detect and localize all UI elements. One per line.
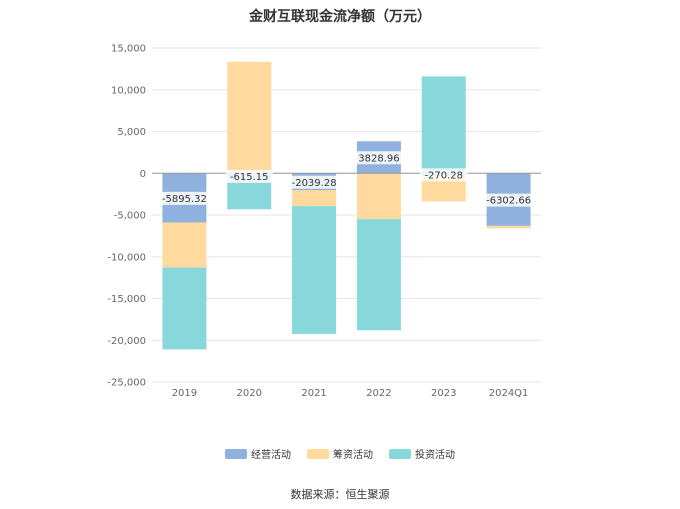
legend-item[interactable]: 筹资活动 xyxy=(307,446,373,461)
y-tick-label: -15,000 xyxy=(107,294,146,305)
chart-legend: 经营活动 筹资活动 投资活动 xyxy=(0,446,680,461)
legend-label: 经营活动 xyxy=(251,450,291,461)
y-tick-label: -10,000 xyxy=(107,252,146,263)
bar-segment xyxy=(227,178,272,210)
data-label-bg xyxy=(157,191,212,205)
legend-swatch xyxy=(225,448,247,459)
x-tick-label: 2022 xyxy=(366,388,391,399)
legend-item[interactable]: 经营活动 xyxy=(225,446,291,461)
legend-label: 筹资活动 xyxy=(333,450,373,461)
bar-segment xyxy=(356,219,401,331)
data-label-bg xyxy=(225,169,273,183)
y-tick-label: -20,000 xyxy=(107,336,146,347)
data-label-bg xyxy=(420,168,468,182)
data-label: 3828.96 xyxy=(358,153,399,164)
chart-title: 金财互联现金流净额（万元） xyxy=(249,9,431,25)
bar-segment xyxy=(292,190,337,207)
data-label-bg xyxy=(287,175,341,189)
y-tick-label: -5,000 xyxy=(114,211,146,222)
data-label: -6302.66 xyxy=(486,196,531,207)
x-tick-label: 2024Q1 xyxy=(489,388,529,399)
data-label-bg xyxy=(355,151,403,165)
y-tick-label: 0 xyxy=(140,169,146,180)
x-tick-label: 2019 xyxy=(172,388,197,399)
bar-segment xyxy=(227,61,272,174)
bar-segment xyxy=(356,173,401,220)
data-label-bg xyxy=(481,193,536,207)
x-tick-label: 2020 xyxy=(237,388,262,399)
chart-plot: 15,000 10,000 5,000 0 -5,000 -10,000 -15,000 -2… xyxy=(107,44,541,399)
legend-label: 投资活动 xyxy=(415,450,455,461)
x-tick-label: 2023 xyxy=(431,388,456,399)
data-label: -2039.28 xyxy=(292,178,337,189)
bar-segment xyxy=(421,76,466,174)
y-tick-label: 10,000 xyxy=(111,85,146,96)
x-tick-label: 2021 xyxy=(301,388,326,399)
bar-segment xyxy=(162,222,207,268)
data-source: 数据来源：恒生聚源 xyxy=(290,488,390,501)
bar-segment xyxy=(162,267,207,350)
data-label: -5895.32 xyxy=(162,194,207,205)
legend-item[interactable]: 投资活动 xyxy=(389,446,455,461)
data-label: -270.28 xyxy=(424,170,463,181)
bar-segment xyxy=(292,206,337,334)
legend-swatch xyxy=(389,448,411,459)
bar-segment xyxy=(486,225,531,229)
y-tick-label: 5,000 xyxy=(117,127,146,138)
legend-swatch xyxy=(307,448,329,459)
y-tick-label: 15,000 xyxy=(111,44,146,55)
data-label: -615.15 xyxy=(230,172,269,183)
y-tick-label: -25,000 xyxy=(107,378,146,389)
